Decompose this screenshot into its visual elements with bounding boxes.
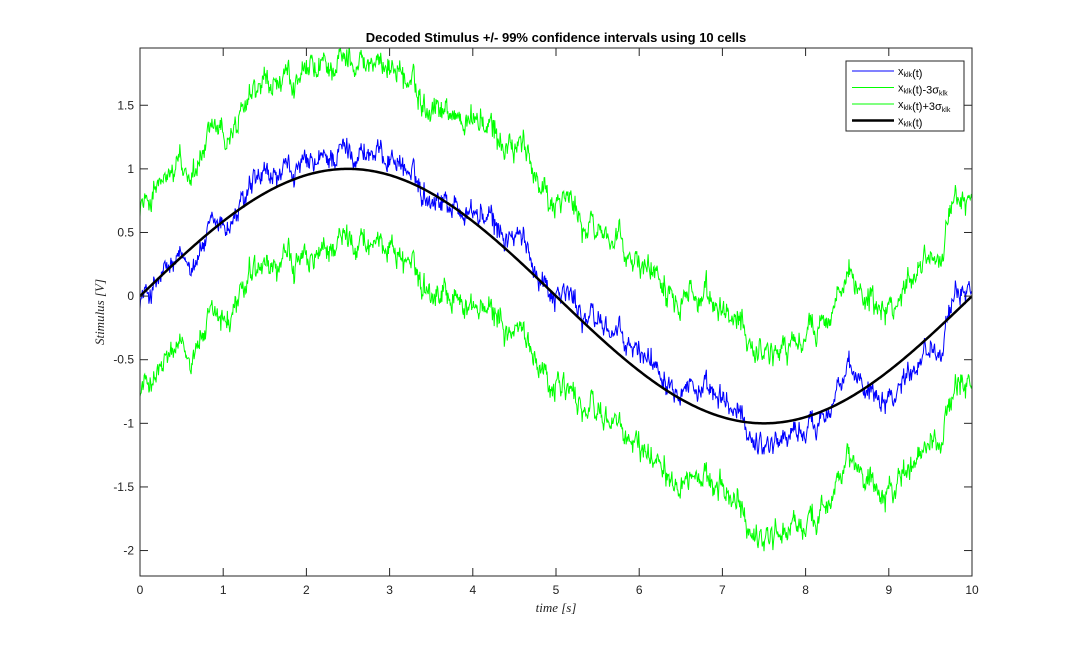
x-tick-label: 1 [220, 583, 227, 597]
x-tick-label: 4 [469, 583, 476, 597]
x-tick-label: 3 [386, 583, 393, 597]
legend-entry-label: xklk(t)+3σklk [898, 99, 951, 114]
legend-entry-label: xklk(t) [898, 116, 922, 130]
y-tick-label: -1.5 [113, 480, 134, 494]
x-tick-label: 8 [802, 583, 809, 597]
legend-entry-label: xklk(t) [898, 66, 922, 80]
y-tick-label: 1 [127, 162, 134, 176]
x-tick-label: 10 [965, 583, 979, 597]
y-tick-label: 0.5 [117, 225, 134, 239]
chart-title: Decoded Stimulus +/- 99% confidence inte… [366, 30, 746, 45]
x-tick-label: 2 [303, 583, 310, 597]
series-line-true [140, 167, 972, 425]
series-line-lower-bound [140, 224, 972, 552]
y-tick-label: 0 [127, 289, 134, 303]
y-tick-label: -1 [123, 416, 134, 430]
x-axis-label: time [s] [536, 600, 577, 615]
series-line-upper-bound [140, 48, 972, 367]
y-tick-label: -0.5 [113, 353, 134, 367]
x-tick-label: 7 [719, 583, 726, 597]
y-tick-label: 1.5 [117, 98, 134, 112]
series-line-decoded [140, 137, 972, 455]
x-tick-label: 9 [885, 583, 892, 597]
x-tick-label: 6 [636, 583, 643, 597]
x-tick-label: 5 [553, 583, 560, 597]
x-tick-label: 0 [137, 583, 144, 597]
y-axis-label: Stimulus [V] [92, 279, 107, 345]
y-tick-label: -2 [123, 544, 134, 558]
legend-entry-label: xklk(t)-3σklk [898, 83, 948, 98]
